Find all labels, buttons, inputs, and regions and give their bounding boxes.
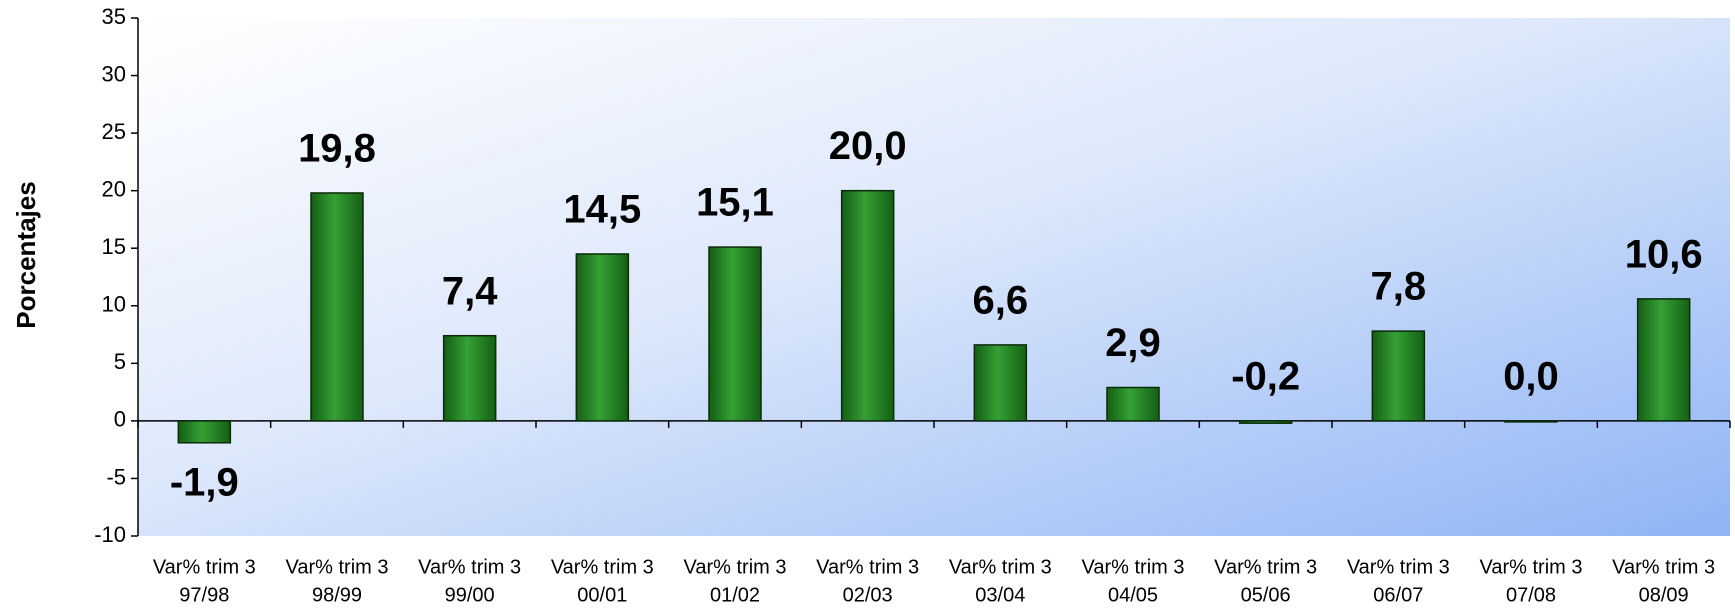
x-tick-label: Var% trim 3 [418, 556, 521, 578]
x-tick-label: Var% trim 3 [816, 556, 919, 578]
bar [1636, 298, 1691, 422]
y-axis-label: Porcentajes [11, 181, 41, 328]
y-tick-label: 0 [114, 407, 126, 432]
y-tick-label: 25 [102, 119, 126, 144]
y-tick-label: 30 [102, 61, 126, 86]
x-tick-label: 06/07 [1373, 584, 1423, 606]
x-tick-label: 97/98 [179, 584, 229, 606]
x-tick-label: Var% trim 3 [1082, 556, 1185, 578]
bar [708, 246, 762, 422]
x-tick-label: Var% trim 3 [1347, 556, 1450, 578]
x-tick-label: 05/06 [1241, 584, 1291, 606]
x-tick-label: Var% trim 3 [551, 556, 654, 578]
bar [575, 253, 630, 422]
y-tick-label: 35 [102, 4, 126, 29]
y-tick-label: 20 [102, 176, 126, 201]
bar [310, 192, 364, 422]
value-label: 20,0 [829, 124, 907, 168]
x-tick-label: Var% trim 3 [153, 556, 256, 578]
value-label: 19,8 [298, 127, 376, 171]
bar [1238, 420, 1293, 424]
x-tick-label: 00/01 [577, 584, 627, 606]
y-tick-label: -10 [94, 522, 126, 547]
x-tick-label: Var% trim 3 [684, 556, 787, 578]
bar [442, 334, 497, 422]
value-label: 15,1 [696, 181, 774, 225]
x-tick-label: Var% trim 3 [949, 556, 1052, 578]
x-tick-label: Var% trim 3 [286, 556, 389, 578]
y-tick-label: 5 [114, 349, 126, 374]
bar [1504, 420, 1558, 423]
bar [1371, 330, 1426, 422]
bar [973, 344, 1028, 422]
y-tick-label: -5 [106, 464, 126, 489]
value-label: -0,2 [1231, 354, 1300, 398]
value-label: 7,4 [442, 269, 498, 313]
y-tick-label: 15 [102, 234, 126, 259]
bar [177, 420, 232, 444]
bar [840, 189, 895, 422]
x-tick-label: 01/02 [710, 584, 760, 606]
x-tick-label: Var% trim 3 [1480, 556, 1583, 578]
x-tick-label: 07/08 [1506, 584, 1556, 606]
value-label: 7,8 [1371, 265, 1427, 309]
x-tick-label: 99/00 [445, 584, 495, 606]
value-label: 6,6 [973, 278, 1029, 322]
value-label: 0,0 [1503, 354, 1559, 398]
x-tick-label: Var% trim 3 [1612, 556, 1715, 578]
x-tick-label: 04/05 [1108, 584, 1158, 606]
x-tick-label: Var% trim 3 [1214, 556, 1317, 578]
value-label: 10,6 [1625, 232, 1703, 276]
plot-area [138, 18, 1730, 536]
bar [1106, 386, 1160, 422]
x-tick-label: 98/99 [312, 584, 362, 606]
x-tick-label: 03/04 [975, 584, 1025, 606]
x-tick-label: 02/03 [843, 584, 893, 606]
y-tick-label: 10 [102, 292, 126, 317]
value-label: 2,9 [1105, 321, 1161, 365]
value-label: -1,9 [170, 460, 239, 504]
x-tick-label: 08/09 [1639, 584, 1689, 606]
value-label: 14,5 [563, 188, 641, 232]
